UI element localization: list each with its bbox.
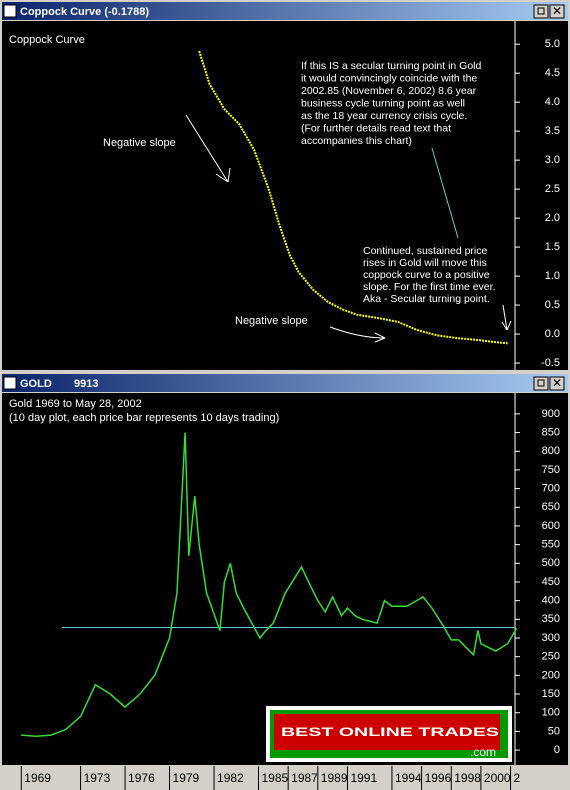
y-tick-label: 0 [554, 744, 560, 756]
logo-suffix: .com [470, 745, 496, 759]
maximize-icon [537, 379, 545, 387]
y-tick-label: 4.0 [545, 96, 560, 108]
icon [3, 376, 17, 390]
annotation-line: If this IS a secular turning point in Go… [301, 60, 482, 72]
x-tick-label: 2 [514, 771, 521, 785]
title-bar [2, 2, 568, 20]
y-tick-label: 150 [542, 688, 560, 700]
x-tick-label: 1987 [291, 771, 318, 785]
y-tick-label: 5.0 [545, 38, 560, 50]
x-tick-label: 1969 [24, 771, 51, 785]
close-button[interactable] [549, 376, 565, 391]
x-tick-label: 1985 [262, 771, 289, 785]
plot-area [2, 393, 568, 765]
y-tick-label: 100 [542, 707, 560, 719]
chart-title: Gold 1969 to May 28, 2002 [9, 398, 142, 410]
y-tick-label: 350 [542, 613, 560, 625]
annotation-line: rises in Gold will move this [363, 257, 487, 269]
close-button[interactable] [549, 4, 565, 19]
y-tick-label: 50 [548, 725, 560, 737]
chart-subtitle: (10 day plot, each price bar represents … [9, 412, 279, 424]
y-tick-label: 1.0 [545, 270, 560, 282]
annotation-line: accompanies this chart) [301, 135, 412, 147]
maximize-icon [537, 7, 545, 15]
y-tick-label: 1.5 [545, 241, 560, 253]
y-tick-label: 900 [542, 408, 560, 420]
y-tick-label: 200 [542, 669, 560, 681]
annotation-line: Continued, sustained price [363, 245, 487, 257]
x-tick-label: 1998 [454, 771, 481, 785]
y-tick-label: 4.5 [545, 67, 560, 79]
close-icon: ✕ [552, 376, 562, 390]
y-tick-label: 0.5 [545, 299, 560, 311]
annotation-line: as the 18 year currency crisis cycle. [301, 110, 467, 122]
x-tick-label: 1976 [128, 771, 155, 785]
close-icon: ✕ [552, 4, 562, 18]
y-tick-label: 800 [542, 445, 560, 457]
x-axis-band [2, 766, 568, 790]
y-tick-label: 550 [542, 539, 560, 551]
y-tick-label: 700 [542, 483, 560, 495]
annotation-line: (For further details read text that [301, 122, 451, 134]
series-line [198, 50, 508, 345]
y-tick-label: -0.5 [541, 357, 560, 369]
maximize-button[interactable] [533, 376, 549, 391]
symbol-code: 9913 [74, 378, 98, 390]
chart-title: Coppock Curve [9, 34, 85, 46]
annotation-line: slope. For the first time ever. [363, 281, 495, 293]
window-title: GOLD [20, 378, 52, 390]
series-line [21, 432, 518, 737]
x-tick-label: 1989 [321, 771, 348, 785]
x-tick-label: 1991 [350, 771, 377, 785]
x-tick-label: 1982 [217, 771, 244, 785]
y-tick-label: 3.5 [545, 125, 560, 137]
y-tick-label: 2.5 [545, 183, 560, 195]
y-tick-label: 400 [542, 595, 560, 607]
y-tick-label: 450 [542, 576, 560, 588]
y-tick-label: 250 [542, 651, 560, 663]
x-tick-label: 2000 [484, 771, 511, 785]
y-tick-label: 850 [542, 426, 560, 438]
annotation: Negative slope [235, 315, 308, 327]
annotation-line: Aka - Secular turning point. [363, 293, 490, 305]
y-tick-label: 750 [542, 464, 560, 476]
annotation-line: business cycle turning point as well [301, 97, 465, 109]
annotation-line: coppock curve to a positive [363, 269, 490, 281]
window-title: Coppock Curve (-0.1788) [20, 6, 149, 18]
y-tick-label: 500 [542, 557, 560, 569]
annotation-line: it would convincingly coincide with the [301, 72, 477, 84]
maximize-button[interactable] [533, 4, 549, 19]
logo-text: BEST ONLINE TRADES [281, 725, 499, 739]
x-tick-label: 1994 [395, 771, 422, 785]
y-tick-label: 600 [542, 520, 560, 532]
y-tick-label: 300 [542, 632, 560, 644]
title-bar [2, 374, 568, 392]
logo: BEST ONLINE TRADES .com [266, 706, 512, 762]
arrows [185, 114, 512, 343]
x-tick-label: 1996 [425, 771, 452, 785]
y-tick-label: 2.0 [545, 212, 560, 224]
y-tick-label: 0.0 [545, 328, 560, 340]
y-tick-label: 650 [542, 501, 560, 513]
annotation-line: 2002.85 (November 6, 2002) 8.6 year [301, 85, 477, 97]
icon [3, 4, 17, 18]
x-tick-label: 1973 [84, 771, 111, 785]
x-tick-label: 1979 [173, 771, 200, 785]
annotation: Negative slope [103, 137, 176, 149]
y-tick-label: 3.0 [545, 154, 560, 166]
plot-area [2, 21, 568, 370]
